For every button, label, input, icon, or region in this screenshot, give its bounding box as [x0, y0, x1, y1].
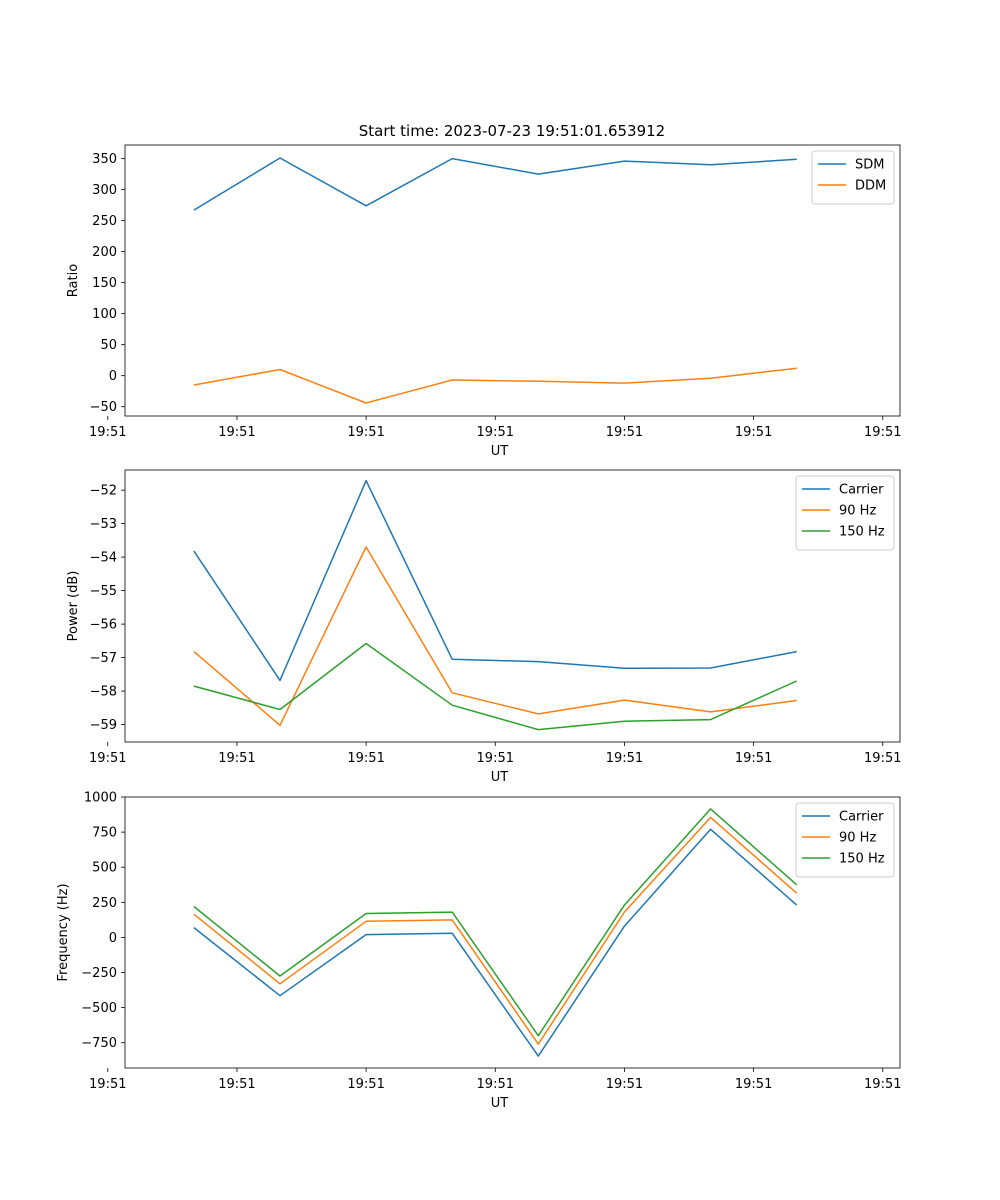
- y-tick-label: −56: [90, 618, 117, 633]
- x-tick-label: 19:51: [606, 425, 643, 440]
- x-axis-label: UT: [491, 1096, 509, 1111]
- x-tick-label: 19:51: [477, 1077, 514, 1092]
- y-tick-label: 0: [109, 369, 117, 384]
- legend: Carrier 90 Hz 150 Hz: [795, 802, 895, 878]
- legend: SDM DDM: [811, 150, 895, 205]
- y-tick-label: −500: [81, 1001, 117, 1016]
- plot-frame: [124, 796, 901, 1069]
- x-tick-label: 19:51: [477, 751, 514, 766]
- y-tick-label: −750: [81, 1036, 117, 1051]
- y-tick-label: 750: [92, 826, 117, 841]
- x-tick-label: 19:51: [735, 1077, 772, 1092]
- y-tick-label: −250: [81, 966, 117, 981]
- y-tick-label: −55: [90, 584, 117, 599]
- y-tick-label: −57: [90, 651, 117, 666]
- x-axis-label: UT: [491, 770, 509, 785]
- legend-label: Carrier: [839, 483, 884, 498]
- series-line-150-hz: [193, 808, 798, 1037]
- x-tick-label: 19:51: [347, 425, 384, 440]
- plot-frame: [124, 144, 901, 417]
- figure-title: Start time: 2023-07-23 19:51:01.653912: [359, 122, 665, 140]
- series-line-carrier: [193, 479, 797, 682]
- legend-label: Carrier: [839, 810, 884, 825]
- series-line-carrier: [193, 828, 798, 1057]
- subplot-3: 19:51 19:51 19:51 19:51 19:51 19:51 19:51 −750 −…: [56, 791, 902, 1112]
- legend-label: 150 Hz: [839, 852, 885, 867]
- y-tick-label: 150: [92, 276, 117, 291]
- y-axis-label: Ratio: [66, 264, 81, 297]
- x-tick-label: 19:51: [347, 751, 384, 766]
- y-tick-label: 1000: [84, 791, 117, 806]
- legend-label: 150 Hz: [839, 525, 885, 540]
- y-axis-label: Frequency (Hz): [56, 883, 71, 981]
- y-tick-label: −53: [90, 517, 117, 532]
- x-tick-label: 19:51: [89, 425, 126, 440]
- legend-label: SDM: [855, 158, 884, 173]
- x-tick-label: 19:51: [218, 425, 255, 440]
- x-tick-label: 19:51: [606, 1077, 643, 1092]
- x-tick-label: 19:51: [864, 425, 901, 440]
- x-tick-label: 19:51: [864, 751, 901, 766]
- x-axis-label: UT: [491, 444, 509, 459]
- y-tick-label: 100: [92, 307, 117, 322]
- y-tick-label: −52: [90, 484, 117, 499]
- y-tick-label: −59: [90, 718, 117, 733]
- x-tick-label: 19:51: [735, 751, 772, 766]
- plot-frame: [124, 469, 901, 743]
- series-line-150-hz: [193, 642, 798, 731]
- y-tick-label: −58: [90, 685, 117, 700]
- subplots: 19:51 19:51 19:51 19:51 19:51 19:51 19:51−5005…: [56, 144, 902, 1112]
- y-tick-label: 250: [92, 896, 117, 911]
- subplot-2: 19:51 19:51 19:51 19:51 19:51 19:51 19:51 −59 −5…: [66, 469, 902, 785]
- y-tick-label: 250: [92, 214, 117, 229]
- y-tick-label: −50: [90, 400, 117, 415]
- subplot-1: 19:51 19:51 19:51 19:51 19:51 19:51 19:51 −50 0 5…: [66, 144, 902, 459]
- x-tick-label: 19:51: [89, 1077, 126, 1092]
- series-line-90-hz: [193, 546, 797, 727]
- y-tick-label: 200: [92, 245, 117, 260]
- legend-label: 90 Hz: [839, 831, 876, 846]
- x-tick-label: 19:51: [606, 751, 643, 766]
- y-tick-label: 500: [92, 861, 117, 876]
- y-axis-label: Power (dB): [66, 571, 81, 642]
- legend-label: 90 Hz: [839, 504, 876, 519]
- x-tick-label: 19:51: [735, 425, 772, 440]
- x-tick-label: 19:51: [864, 1077, 901, 1092]
- legend: Carrier 90 Hz 150 Hz: [795, 475, 895, 551]
- x-tick-label: 19:51: [218, 1077, 255, 1092]
- y-tick-label: 0: [109, 931, 117, 946]
- series-line-ddm: [193, 367, 797, 404]
- y-tick-label: 350: [92, 152, 117, 167]
- y-tick-label: 300: [92, 183, 117, 198]
- series-line-sdm: [193, 157, 797, 211]
- series-line-90-hz: [193, 816, 798, 1045]
- x-tick-label: 19:51: [89, 751, 126, 766]
- x-tick-label: 19:51: [218, 751, 255, 766]
- legend-label: DDM: [855, 179, 886, 194]
- x-tick-label: 19:51: [477, 425, 514, 440]
- x-tick-label: 19:51: [347, 1077, 384, 1092]
- y-tick-label: −54: [90, 551, 117, 566]
- y-tick-label: 50: [100, 338, 117, 353]
